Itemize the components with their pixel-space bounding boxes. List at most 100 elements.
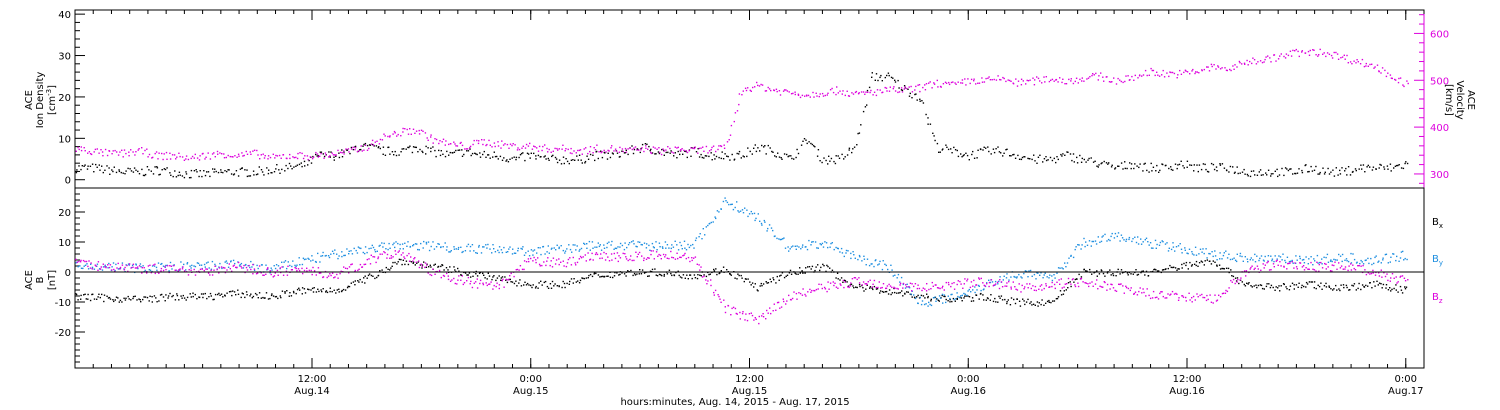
density-point: [1117, 165, 1119, 167]
bx-point: [726, 269, 728, 271]
velocity-point: [137, 149, 139, 151]
velocity-point: [715, 150, 717, 153]
bz-point: [957, 280, 959, 282]
velocity-point: [1161, 74, 1163, 76]
by-point: [211, 260, 214, 263]
velocity-point: [631, 148, 633, 151]
bx-point: [412, 262, 414, 264]
velocity-point: [1357, 61, 1359, 63]
density-point: [304, 165, 306, 167]
density-point: [217, 171, 220, 174]
density-point: [900, 89, 903, 91]
by-point: [186, 262, 189, 264]
bz-point: [798, 292, 800, 294]
bx-point: [1241, 281, 1243, 283]
density-point: [461, 149, 463, 151]
velocity-point: [1003, 77, 1005, 80]
bx-point: [1172, 266, 1174, 269]
velocity-point: [406, 128, 408, 131]
by-point: [301, 263, 304, 266]
bx-point: [1209, 260, 1211, 262]
bx-point: [233, 291, 236, 293]
density-point: [977, 149, 979, 151]
velocity-point: [570, 147, 572, 150]
by-point: [525, 252, 527, 254]
velocity-point: [1346, 54, 1348, 57]
density-point: [1010, 155, 1012, 157]
velocity-point: [1111, 81, 1113, 83]
bx-point: [357, 280, 359, 282]
density-point: [158, 174, 160, 176]
velocity-point: [534, 146, 536, 148]
velocity-point: [396, 135, 398, 137]
bx-point: [250, 293, 252, 295]
bz-point: [218, 272, 220, 274]
density-point: [1178, 163, 1181, 166]
density-point: [1103, 160, 1105, 163]
by-point: [328, 256, 331, 259]
bx-point: [315, 291, 318, 293]
by-point: [1313, 258, 1315, 260]
density-point: [1383, 168, 1386, 170]
density-point: [565, 158, 567, 160]
density-point: [927, 123, 929, 125]
velocity-point: [389, 136, 391, 138]
bz-point: [188, 269, 190, 271]
bx-point: [640, 273, 643, 275]
bz-point: [1138, 290, 1140, 293]
velocity-point: [970, 78, 973, 81]
by-point: [1054, 277, 1056, 279]
by-point: [353, 247, 355, 250]
bz-point: [821, 287, 823, 290]
velocity-point: [1330, 54, 1333, 57]
density-tick-label: 30: [58, 52, 71, 63]
bx-point: [1325, 282, 1327, 285]
velocity-point: [676, 147, 678, 149]
bz-point: [107, 264, 109, 266]
bz-point: [914, 283, 917, 285]
density-point: [806, 142, 808, 145]
velocity-point: [605, 151, 607, 153]
by-point: [1299, 257, 1301, 260]
velocity-point: [728, 139, 730, 141]
density-point: [164, 168, 167, 171]
by-point: [1024, 270, 1027, 272]
bz-point: [1365, 273, 1368, 276]
by-point: [1037, 272, 1039, 274]
density-point: [409, 145, 411, 147]
bz-point: [1358, 265, 1360, 267]
density-point: [515, 158, 517, 161]
bx-point: [569, 280, 571, 283]
density-point: [864, 106, 867, 108]
density-point: [1346, 174, 1348, 176]
velocity-point: [450, 143, 452, 145]
by-point: [1080, 248, 1082, 250]
bx-point: [970, 300, 973, 302]
bx-point: [951, 300, 953, 303]
velocity-point: [768, 88, 771, 90]
bx-point: [1145, 270, 1148, 273]
bx-point: [484, 277, 486, 279]
velocity-point: [1359, 63, 1362, 65]
by-point: [1117, 232, 1120, 234]
bz-point: [1167, 293, 1169, 295]
by-point: [977, 284, 980, 287]
legend-bz-main: B: [1432, 292, 1439, 303]
by-point: [362, 251, 364, 254]
velocity-point: [658, 147, 660, 149]
bx-point: [769, 278, 771, 280]
by-point: [1013, 275, 1015, 278]
velocity-point: [734, 112, 737, 114]
density-point: [727, 155, 729, 158]
bx-point: [588, 274, 590, 277]
density-point: [771, 150, 773, 153]
bx-point: [1255, 284, 1257, 286]
legend-bx: Bx: [1432, 217, 1443, 230]
velocity-point: [613, 150, 615, 152]
bx-point: [577, 280, 579, 282]
bz-point: [95, 265, 97, 267]
bx-point: [968, 296, 971, 298]
bz-point: [336, 273, 338, 276]
bz-point: [312, 266, 314, 269]
density-point: [612, 153, 614, 155]
